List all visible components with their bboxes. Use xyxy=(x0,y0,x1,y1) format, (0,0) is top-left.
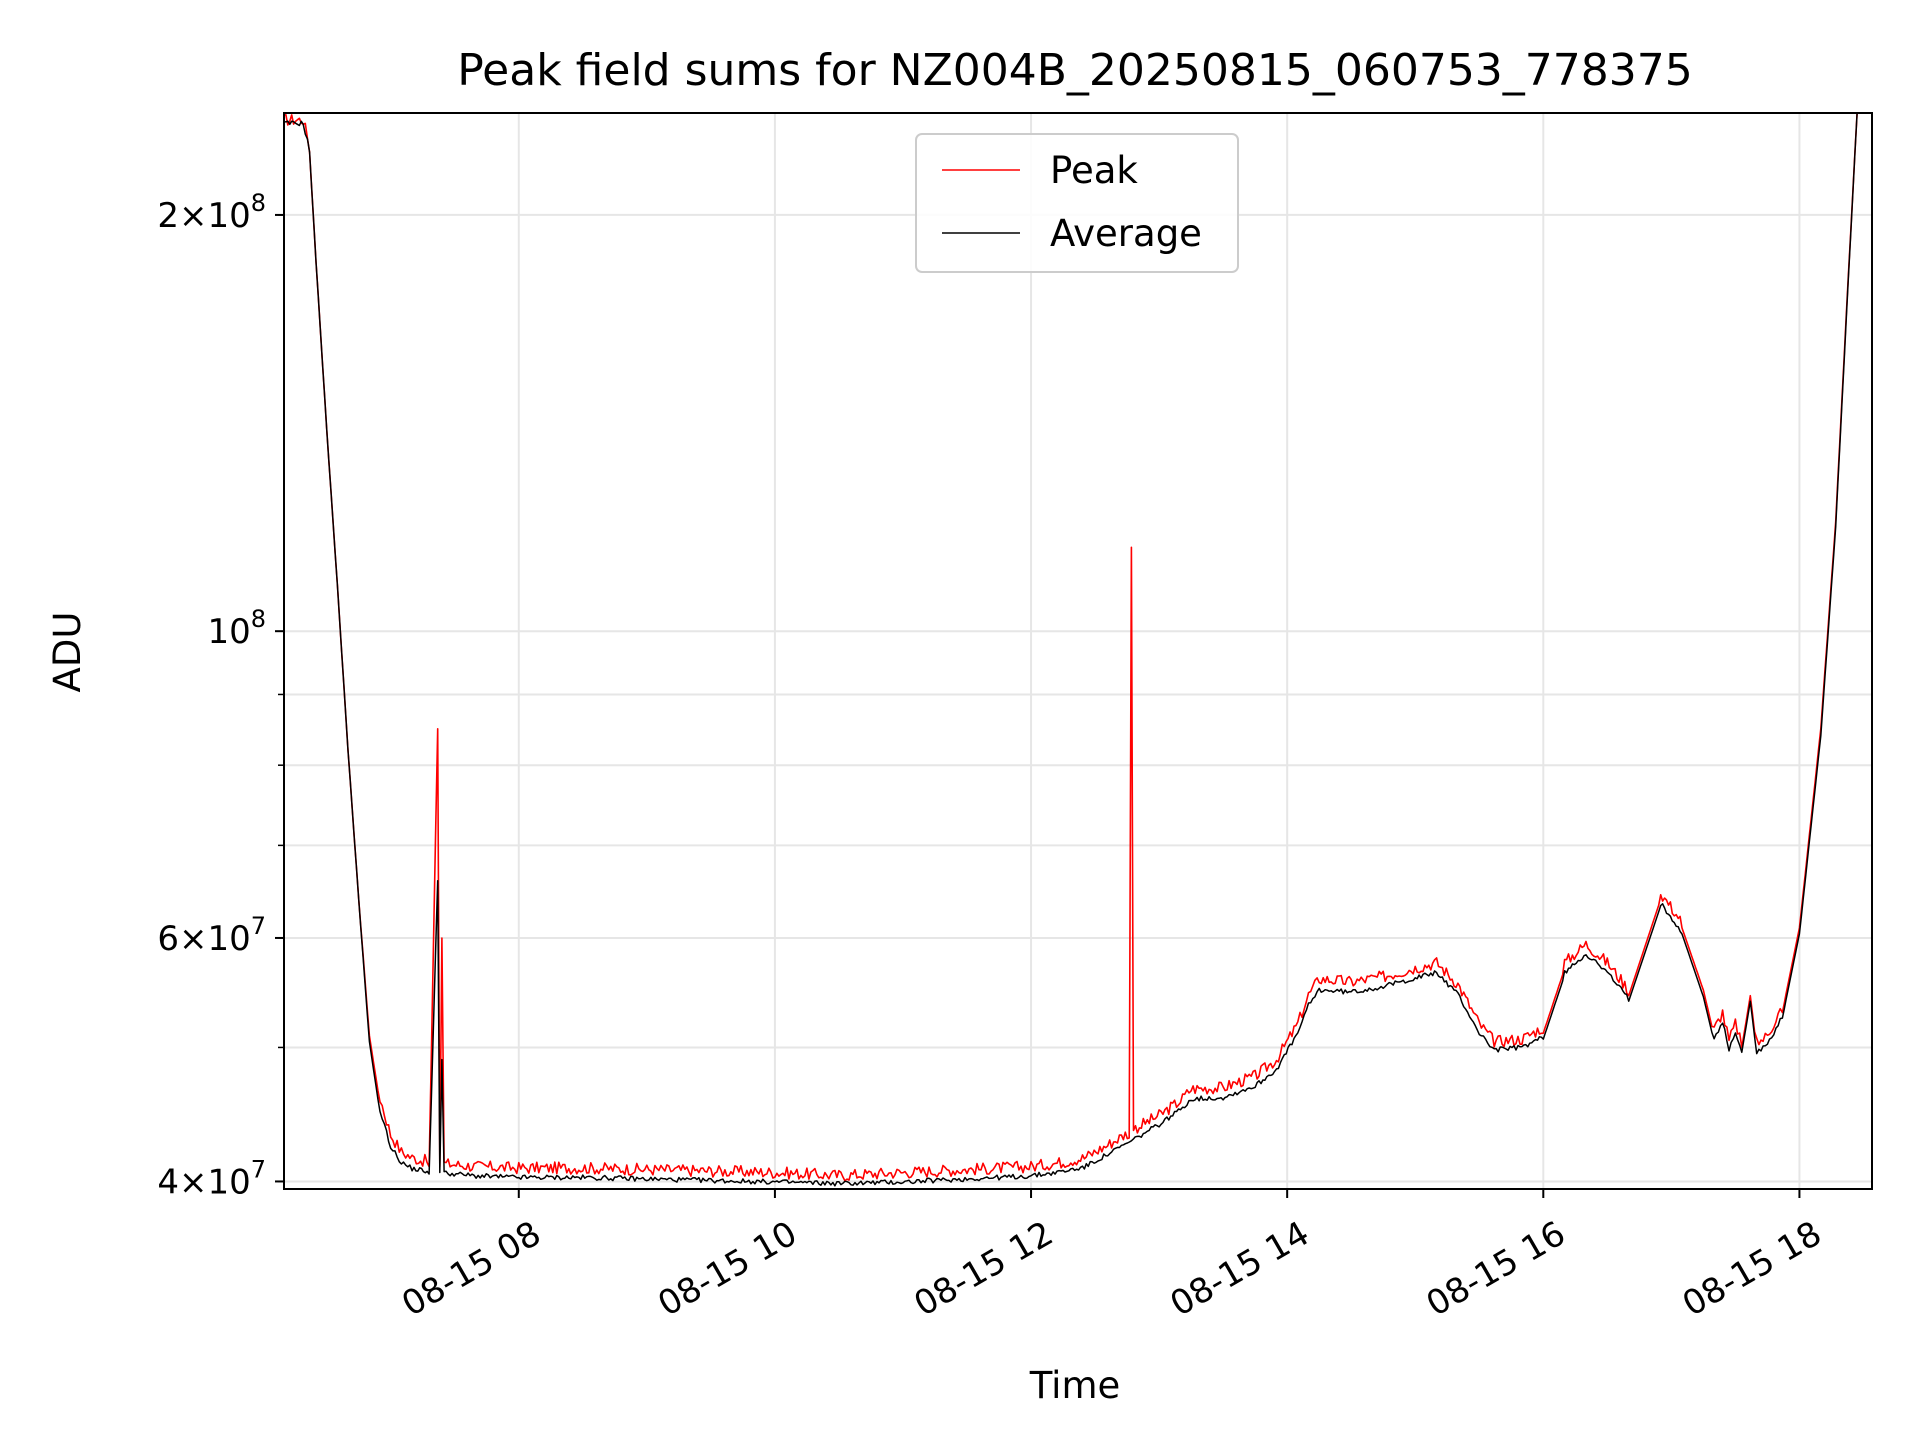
series-line-average xyxy=(284,113,1858,1187)
legend: Peak Average xyxy=(915,133,1239,273)
y-axis-label: ADU xyxy=(46,612,89,693)
chart-title: Peak field sums for NZ004B_20250815_0607… xyxy=(457,45,1693,96)
y-tick-label: 6×107 xyxy=(157,912,266,959)
y-axis: 4×107 6×107 108 2×108 xyxy=(157,189,284,1202)
series-group xyxy=(284,113,1858,1187)
legend-label-peak: Peak xyxy=(1050,149,1138,192)
grid xyxy=(284,113,1872,1189)
plot-frame xyxy=(283,112,1873,1190)
y-tick-label: 2×108 xyxy=(157,189,266,236)
legend-label-average: Average xyxy=(1050,212,1202,255)
y-tick-label: 108 xyxy=(207,605,266,652)
x-axis-label: Time xyxy=(1029,1364,1121,1407)
y-tick-label: 4×107 xyxy=(157,1155,266,1202)
series-line-peak xyxy=(284,113,1858,1182)
series-layer xyxy=(284,113,1858,1187)
legend-box xyxy=(915,133,1239,273)
